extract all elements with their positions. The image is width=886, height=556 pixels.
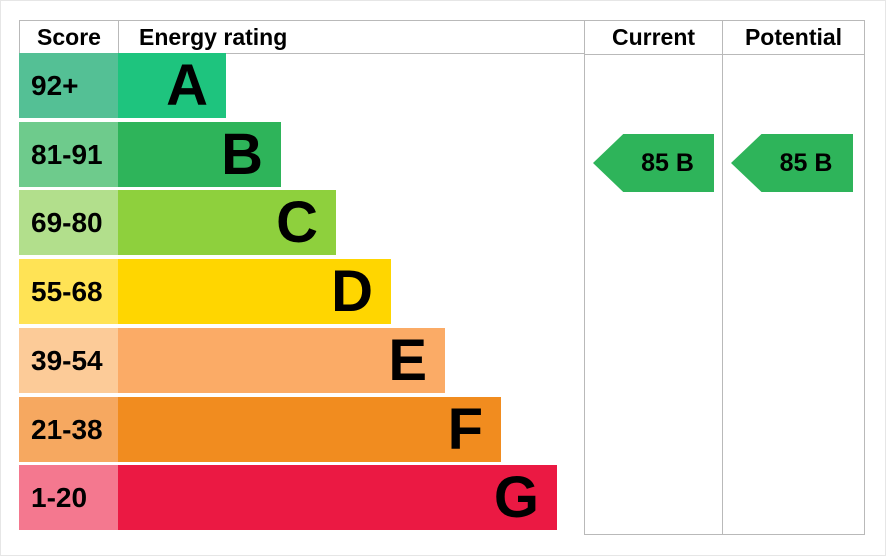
potential-column: Potential <box>722 20 865 535</box>
rating-bar-b: B <box>118 122 281 187</box>
score-column-header: Score <box>20 21 119 53</box>
rating-bar-g: G <box>118 465 557 530</box>
current-column: Current <box>584 20 723 535</box>
score-range-cell: 92+ <box>19 53 118 118</box>
rating-bar-d: D <box>118 259 391 324</box>
score-range-cell: 1-20 <box>19 465 118 530</box>
current-rating-label: 85 B <box>641 149 694 177</box>
potential-rating-label: 85 B <box>779 149 833 177</box>
score-range-cell: 69-80 <box>19 190 118 255</box>
energy-rating-column-header: Energy rating <box>139 24 288 50</box>
rating-bar-e: E <box>118 328 445 393</box>
rating-bar-c: C <box>118 190 336 255</box>
potential-column-header: Potential <box>723 21 864 55</box>
score-range-cell: 39-54 <box>19 328 118 393</box>
score-range-cell: 55-68 <box>19 259 118 324</box>
current-rating-arrow: 85 B <box>593 134 714 192</box>
table-header: Score Energy rating <box>19 20 585 54</box>
score-range-cell: 81-91 <box>19 122 118 187</box>
current-column-header: Current <box>585 21 722 55</box>
score-range-cell: 21-38 <box>19 397 118 462</box>
rating-bar-a: A <box>118 53 226 118</box>
rating-bar-f: F <box>118 397 501 462</box>
